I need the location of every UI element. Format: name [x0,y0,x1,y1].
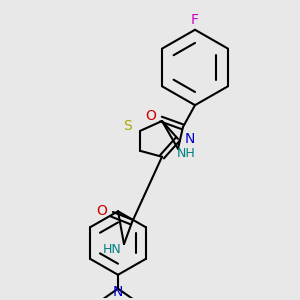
Text: O: O [146,109,156,123]
Text: N: N [113,285,123,299]
Text: HN: HN [103,242,122,256]
Text: F: F [191,13,199,27]
Text: NH: NH [177,147,195,160]
Text: N: N [185,132,195,146]
Text: O: O [97,204,107,218]
Text: S: S [124,119,132,133]
